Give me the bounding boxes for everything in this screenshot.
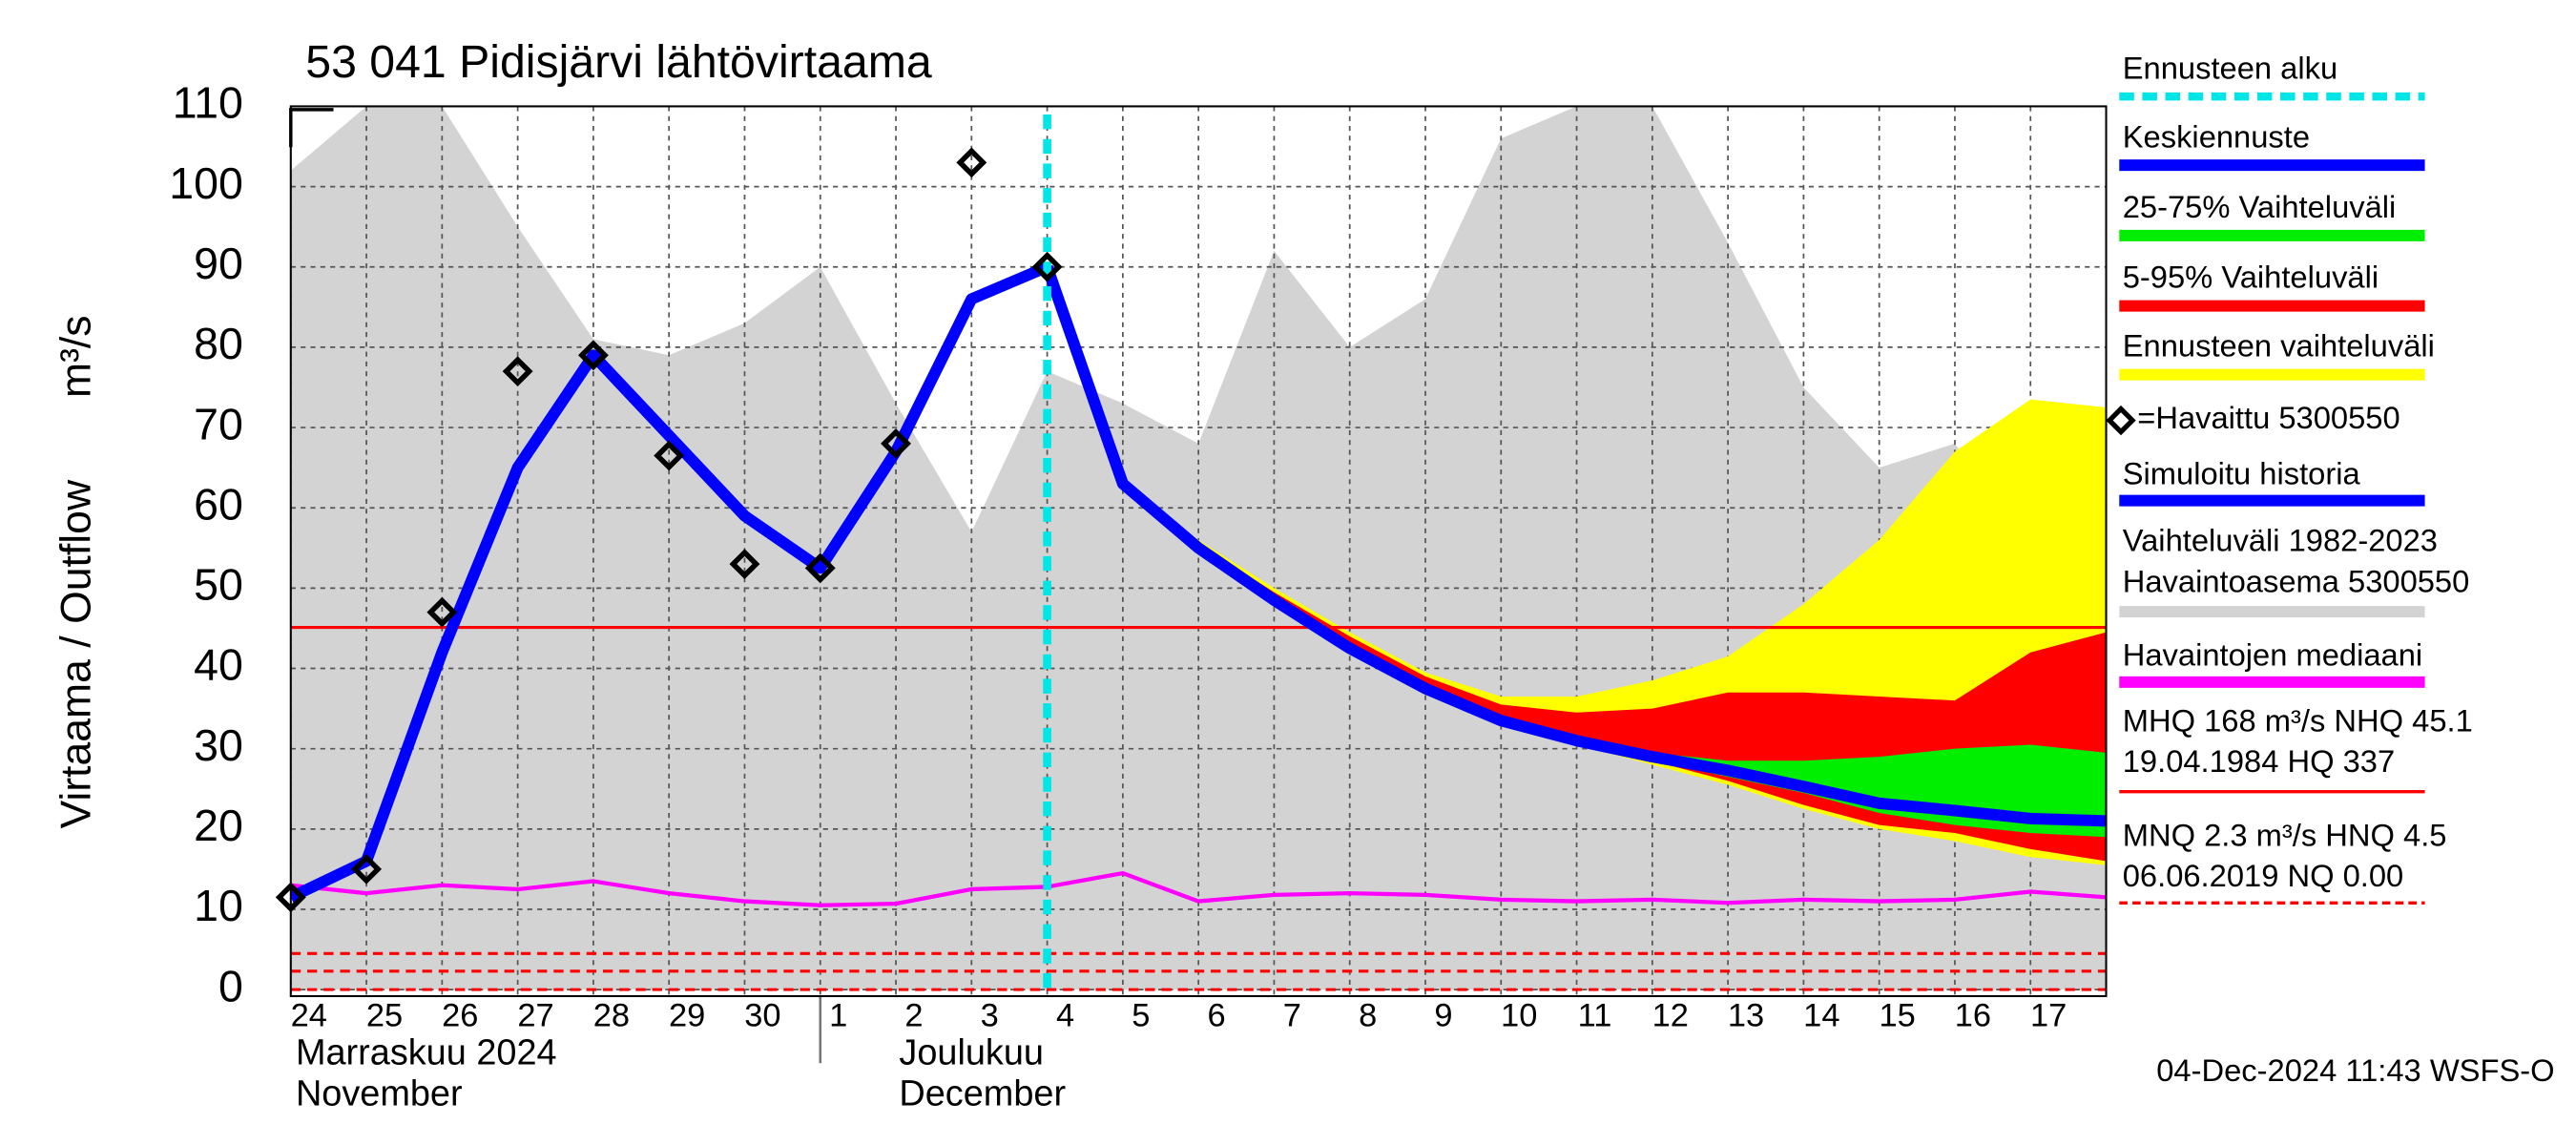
month-label: December [899,1074,1066,1114]
footer: 04-Dec-2024 11:43 WSFS-O [2156,1052,2554,1088]
legend-label: Ennusteen vaihteluväli [2123,328,2435,364]
x-tick-label: 11 [1578,997,1612,1033]
legend-label: Havaintojen mediaani [2123,637,2422,673]
x-tick-label: 25 [366,997,403,1033]
x-tick-label: 9 [1434,997,1452,1033]
forecast-band [1122,483,2107,838]
x-tick-label: 10 [1501,997,1537,1033]
legend-label: 25-75% Vaihteluväli [2123,189,2397,224]
x-tick-label: 2 [904,997,923,1033]
legend-label: 19.04.1984 HQ 337 [2123,743,2395,779]
legend-label: MNQ 2.3 m³/s HNQ 4.5 [2123,817,2447,852]
legend-label: =Havaittu 5300550 [2137,400,2399,435]
y-tick-label: 80 [194,319,243,368]
x-tick-label: 13 [1728,997,1764,1033]
y-tick-label: 70 [194,399,243,448]
observation-point [502,356,533,387]
legend-marker [2106,405,2136,436]
observation-point [956,147,987,178]
median-line [290,870,2107,907]
x-tick-label: 7 [1283,997,1301,1033]
observation-point [1031,251,1063,282]
x-tick-label: 26 [442,997,478,1033]
x-tick-label: 27 [517,997,553,1033]
y-tick-label: 90 [194,239,243,288]
x-tick-label: 30 [744,997,780,1033]
observation-point [577,340,609,371]
x-tick-label: 8 [1359,997,1377,1033]
x-tick-label: 24 [291,997,327,1033]
observation-point [804,552,836,584]
y-tick-label: 40 [194,640,243,690]
y-tick-label: 30 [194,720,243,770]
legend-label: 5-95% Vaihteluväli [2123,260,2379,295]
x-tick-label: 5 [1132,997,1150,1033]
x-tick-label: 3 [981,997,999,1033]
observation-point [426,596,458,628]
x-tick-label: 1 [829,997,847,1033]
legend-label: Havaintoasema 5300550 [2123,564,2470,599]
x-tick-label: 4 [1056,997,1074,1033]
observation-point [351,854,383,885]
y-tick-label: 0 [218,961,243,1010]
x-tick-label: 14 [1803,997,1839,1033]
legend-label: Keskiennuste [2123,118,2310,154]
x-tick-label: 29 [669,997,705,1033]
y-tick-label: 50 [194,560,243,610]
observation-point [729,549,760,579]
y-tick-label: 10 [194,881,243,930]
legend-label: Vaihteluväli 1982-2023 [2123,523,2438,558]
x-tick-label: 6 [1208,997,1226,1033]
plot-frame [289,105,2108,998]
x-tick-label: 12 [1652,997,1689,1033]
observation-point [881,428,911,459]
plot-area [290,106,2107,996]
x-tick-label: 28 [593,997,630,1033]
legend-label: MHQ 168 m³/s NHQ 45.1 [2123,702,2473,738]
y-tick-label: 110 [173,78,243,128]
chart-title: 53 041 Pidisjärvi lähtövirtaama [305,36,932,88]
flow-line [290,261,1049,903]
y-tick-label: 100 [169,158,243,208]
overlay [275,114,1063,996]
x-tick-label: 15 [1879,997,1915,1033]
x-tick-label: 16 [1955,997,1991,1033]
y-tick-label: 60 [194,480,243,530]
legend-label: 06.06.2019 NQ 0.00 [2123,858,2404,893]
month-label: Marraskuu 2024 [296,1033,557,1073]
month-label: November [296,1074,463,1114]
month-label: Joulukuu [899,1033,1044,1073]
legend-label: Ennusteen alku [2123,50,2337,85]
y-tick-label: 20 [194,801,243,850]
y-axis-unit: m³/s [52,315,99,398]
x-tick-label: 17 [2030,997,2067,1033]
legend-label: Simuloitu historia [2123,456,2361,491]
flow-line [1041,264,2107,827]
y-axis-label: Virtaama / Outflow [52,479,99,828]
observation-point [654,440,685,471]
